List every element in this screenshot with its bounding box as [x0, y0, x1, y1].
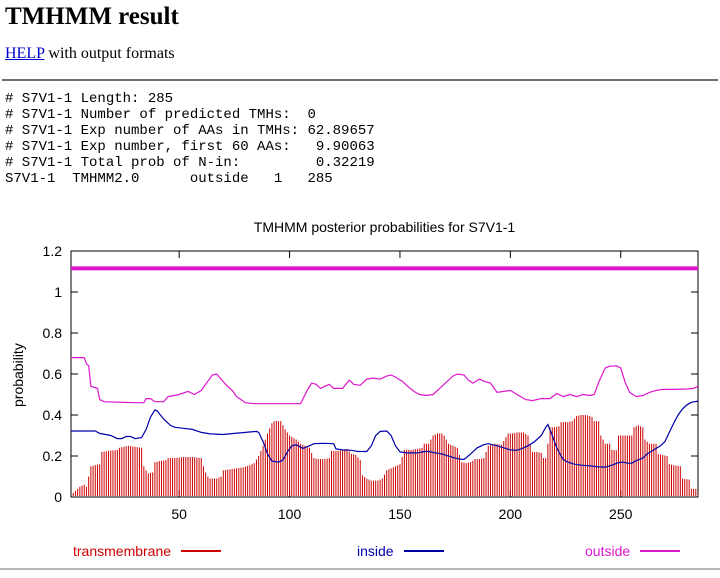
- bottom-divider: [0, 568, 720, 570]
- help-link[interactable]: HELP: [5, 45, 45, 62]
- y-tick-label: 0.2: [43, 448, 63, 464]
- x-tick-label: 50: [171, 506, 187, 522]
- plot-frame: [70, 250, 699, 498]
- legend-item-transmembrane: transmembrane: [73, 543, 222, 559]
- x-tick-label: 100: [278, 506, 302, 522]
- y-tick-label: 0.8: [43, 325, 63, 341]
- y-tick-label: 0: [54, 489, 62, 505]
- y-tick-label: 1: [54, 284, 62, 300]
- legend-line-inside-icon: [403, 550, 444, 552]
- series-outside-line: [71, 357, 699, 405]
- legend-label-inside: inside: [357, 543, 394, 559]
- chart-title: TMHMM posterior probabilities for S7V1-1: [253, 219, 516, 235]
- help-line: HELP with output formats: [5, 46, 720, 62]
- report-line: # S7V1-1 Length: 285: [5, 91, 174, 107]
- report-line: # S7V1-1 Total prob of N-in: 0.32219: [5, 155, 375, 171]
- report-line: # S7V1-1 Number of predicted TMHs: 0: [5, 107, 316, 123]
- legend-line-transmembrane-icon: [181, 550, 222, 552]
- legend-label-outside: outside: [585, 543, 631, 559]
- probability-chart: TMHMM posterior probabilities for S7V1-1…: [0, 3, 720, 578]
- plot-canvas: 50 100 150 200 250 0 0.2 0.4 0.6 0.8 1 1.2: [43, 243, 699, 522]
- top-divider: [2, 79, 718, 81]
- y-tick-label: 0.4: [43, 407, 63, 423]
- x-tick-label: 150: [388, 506, 412, 522]
- legend-item-outside: outside: [585, 543, 681, 559]
- report-line: S7V1-1 TMHMM2.0 outside 1 285: [5, 171, 333, 187]
- series-inside-line: [71, 400, 699, 468]
- help-text: with output formats: [44, 45, 175, 62]
- tmhmm-report: # S7V1-1 Length: 285 # S7V1-1 Number of p…: [5, 91, 720, 187]
- series-transmembrane: [70, 415, 699, 496]
- legend-label-transmembrane: transmembrane: [73, 543, 172, 559]
- report-line: # S7V1-1 Exp number, first 60 AAs: 9.900…: [5, 139, 375, 155]
- y-tick-label: 0.6: [43, 366, 63, 382]
- x-tick-label: 250: [609, 506, 633, 522]
- x-tick-label: 200: [499, 506, 523, 522]
- legend-item-inside: inside: [357, 543, 444, 559]
- legend-line-outside-icon: [640, 550, 681, 552]
- page-title: TMHMM result: [5, 3, 179, 30]
- report-line: # S7V1-1 Exp number of AAs in TMHs: 62.8…: [5, 123, 375, 139]
- y-tick-label: 1.2: [43, 243, 63, 259]
